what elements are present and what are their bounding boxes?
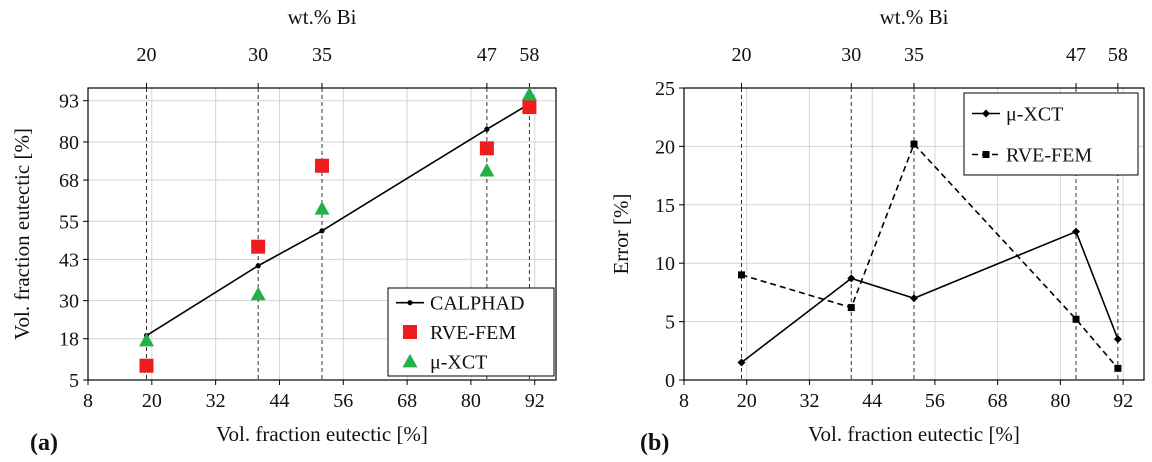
y-tick-label: 93 xyxy=(59,91,79,113)
top-tick-label: 35 xyxy=(904,44,924,66)
data-point xyxy=(1114,364,1122,372)
x-tick-label: 56 xyxy=(333,390,353,412)
x-axis-title: Vol. fraction eutectic [%] xyxy=(808,422,1020,446)
y-tick-label: 30 xyxy=(59,291,79,313)
data-point xyxy=(847,274,856,283)
x-tick-label: 32 xyxy=(799,390,819,412)
x-tick-label: 92 xyxy=(525,390,545,412)
y-tick-label: 5 xyxy=(69,370,79,392)
data-point xyxy=(319,228,325,234)
data-point xyxy=(314,201,330,215)
top-tick-label: 47 xyxy=(477,44,497,66)
data-point xyxy=(1072,315,1080,323)
top-tick-label: 20 xyxy=(137,44,157,66)
data-point xyxy=(484,126,490,132)
data-point xyxy=(315,158,329,173)
x-axis-title: Vol. fraction eutectic [%] xyxy=(216,422,428,446)
top-tick-label: 20 xyxy=(732,44,752,66)
data-point xyxy=(139,358,154,373)
data-point xyxy=(737,358,746,367)
x-tick-label: 56 xyxy=(925,390,945,412)
data-point xyxy=(251,239,266,254)
x-tick-label: 8 xyxy=(679,390,689,412)
legend: CALPHAD RVE-FEM μ-XCT xyxy=(387,287,555,377)
data-point xyxy=(250,286,266,301)
panel-label: (a) xyxy=(30,430,58,456)
x-tick-label: 8 xyxy=(83,390,93,412)
x-tick-label: 32 xyxy=(206,390,226,412)
y-axis-title: Vol. fraction eutectic [%] xyxy=(10,128,34,340)
x-tick-label: 92 xyxy=(1113,390,1133,412)
legend-swatch-marker xyxy=(982,151,990,158)
legend-swatch-marker xyxy=(982,109,990,118)
data-point xyxy=(479,141,494,156)
top-tick-label: 58 xyxy=(519,44,539,66)
legend-swatch xyxy=(403,325,417,339)
legend-label: RVE-FEM xyxy=(430,322,516,344)
y-tick-label: 80 xyxy=(59,132,79,154)
y-tick-label: 68 xyxy=(59,170,79,192)
chart-panel-a: 20 30 35 47 58 wt.% Bi 8 20 32 44 56 68 80 92 5 18 30 43 5… xyxy=(10,5,557,456)
top-tick-label: 47 xyxy=(1066,44,1086,66)
y-tick-label: 10 xyxy=(655,253,675,275)
y-tick-label: 5 xyxy=(665,312,675,334)
data-point xyxy=(522,100,537,115)
y-tick-label: 25 xyxy=(655,78,675,100)
data-point xyxy=(738,271,745,279)
data-point xyxy=(479,163,495,177)
x-tick-label: 80 xyxy=(1050,390,1070,412)
legend-label: μ-XCT xyxy=(1006,104,1063,126)
y-tick-label: 20 xyxy=(655,136,675,158)
x-tick-label: 68 xyxy=(988,390,1008,412)
panel-label: (b) xyxy=(640,430,669,456)
legend-swatch-marker xyxy=(407,300,413,306)
data-point xyxy=(1072,227,1081,236)
legend-box xyxy=(963,92,1139,176)
y-tick-label: 43 xyxy=(59,249,79,271)
x-tick-label: 20 xyxy=(737,390,757,412)
legend: μ-XCT RVE-FEM xyxy=(963,92,1139,176)
top-axis-title: wt.% Bi xyxy=(288,5,357,29)
data-point xyxy=(910,140,918,148)
chart-panel-b: 20 30 35 47 58 wt.% Bi 8 20 32 44 56 68 80 92 0 5 10 15 20… xyxy=(609,5,1145,456)
series-line xyxy=(741,142,1119,369)
y-tick-label: 0 xyxy=(665,370,675,392)
data-point xyxy=(847,304,855,312)
y-axis-title: Error [%] xyxy=(609,193,633,274)
legend-swatch xyxy=(402,353,418,368)
top-axis-title: wt.% Bi xyxy=(880,5,949,29)
y-tick-label: 55 xyxy=(59,211,79,233)
x-tick-label: 44 xyxy=(269,390,289,412)
top-tick-label: 58 xyxy=(1108,44,1128,66)
data-point xyxy=(1113,335,1122,344)
y-tick-label: 15 xyxy=(655,195,675,217)
top-tick-label: 30 xyxy=(248,44,268,66)
y-tick-label: 18 xyxy=(59,329,79,351)
x-tick-label: 44 xyxy=(862,390,882,412)
series-line xyxy=(741,230,1119,364)
data-point xyxy=(910,294,918,303)
x-tick-label: 80 xyxy=(461,390,481,412)
legend-label: μ-XCT xyxy=(430,351,487,373)
legend-label: RVE-FEM xyxy=(1006,145,1092,167)
legend-label: CALPHAD xyxy=(430,293,524,315)
data-point xyxy=(139,332,154,347)
top-tick-label: 35 xyxy=(312,44,332,66)
data-point xyxy=(255,263,261,269)
data-point xyxy=(521,86,537,101)
x-tick-label: 20 xyxy=(142,390,162,412)
x-tick-label: 68 xyxy=(397,390,417,412)
top-tick-label: 30 xyxy=(841,44,861,66)
